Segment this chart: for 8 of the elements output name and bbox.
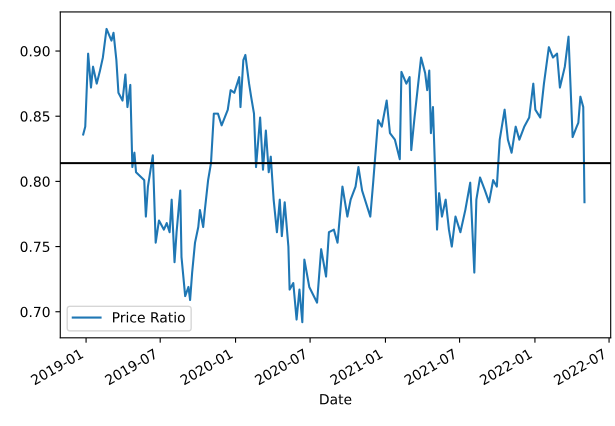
x-axis-title: Date	[320, 394, 352, 405]
legend-label: Price Ratio	[113, 312, 185, 323]
y-tick-label: 0.85	[20, 111, 50, 122]
line-series	[82, 28, 586, 324]
y-tick-label: 0.70	[20, 306, 50, 318]
y-tick-label: 0.75	[20, 242, 50, 252]
y-tick-label: 0.80	[20, 176, 50, 187]
y-tick-label: 0.90	[20, 46, 50, 57]
